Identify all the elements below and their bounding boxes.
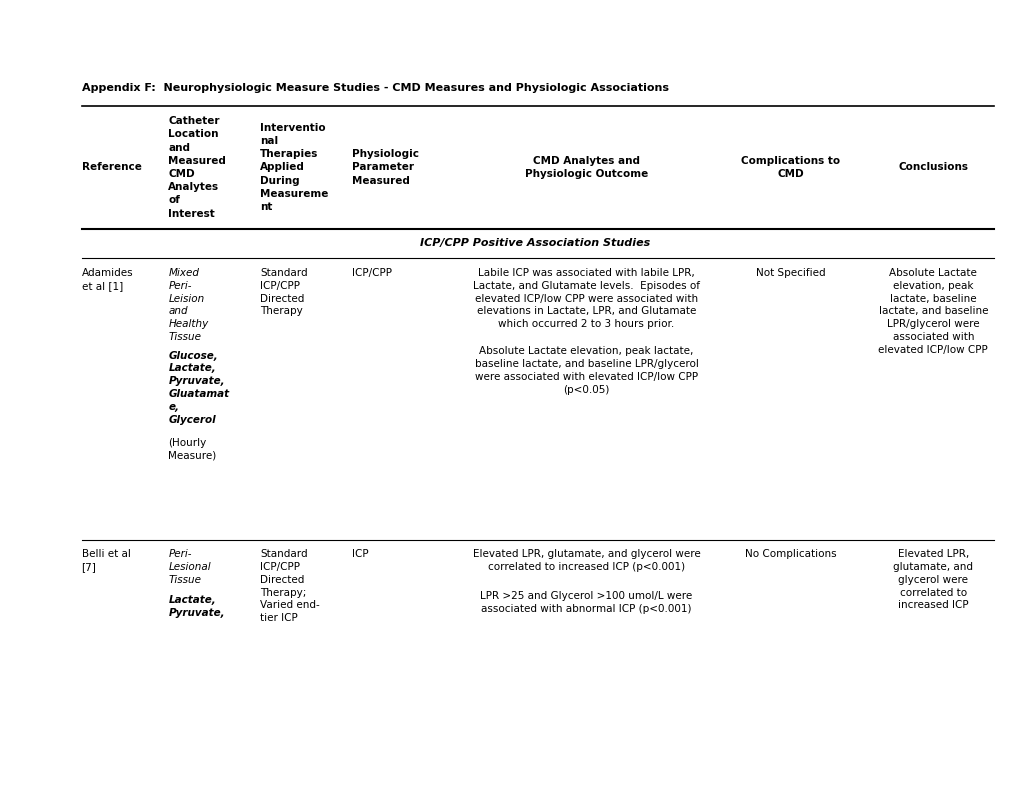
Text: CMD Analytes and
Physiologic Outcome: CMD Analytes and Physiologic Outcome [525, 156, 647, 179]
Text: Standard
ICP/CPP
Directed
Therapy: Standard ICP/CPP Directed Therapy [260, 268, 308, 316]
Text: ICP/CPP Positive Association Studies: ICP/CPP Positive Association Studies [420, 239, 650, 248]
Text: ICP/CPP: ICP/CPP [352, 268, 391, 278]
Text: Absolute Lactate
elevation, peak
lactate, baseline
lactate, and baseline
LPR/gly: Absolute Lactate elevation, peak lactate… [877, 268, 987, 355]
Text: Complications to
CMD: Complications to CMD [740, 156, 840, 179]
Text: Conclusions: Conclusions [898, 162, 967, 173]
Text: ICP: ICP [352, 549, 368, 559]
Text: Elevated LPR,
glutamate, and
glycerol were
correlated to
increased ICP: Elevated LPR, glutamate, and glycerol we… [893, 549, 972, 611]
Text: LPR >25 and Glycerol >100 umol/L were
associated with abnormal ICP (p<0.001): LPR >25 and Glycerol >100 umol/L were as… [480, 591, 692, 614]
Text: Elevated LPR, glutamate, and glycerol were
correlated to increased ICP (p<0.001): Elevated LPR, glutamate, and glycerol we… [472, 549, 700, 572]
Text: Appendix F:  Neurophysiologic Measure Studies - CMD Measures and Physiologic Ass: Appendix F: Neurophysiologic Measure Stu… [82, 83, 667, 93]
Text: Absolute Lactate elevation, peak lactate,
baseline lactate, and baseline LPR/gly: Absolute Lactate elevation, peak lactate… [474, 347, 698, 395]
Text: Reference: Reference [82, 162, 142, 173]
Text: Peri-
Lesional
Tissue: Peri- Lesional Tissue [168, 549, 211, 585]
Text: No Complications: No Complications [744, 549, 836, 559]
Text: Labile ICP was associated with labile LPR,
Lactate, and Glutamate levels.  Episo: Labile ICP was associated with labile LP… [473, 268, 699, 329]
Text: Adamides
et al [1]: Adamides et al [1] [82, 268, 133, 291]
Text: Lactate,
Pyruvate,: Lactate, Pyruvate, [168, 596, 225, 618]
Text: (Hourly
Measure): (Hourly Measure) [168, 438, 216, 461]
Text: Not Specified: Not Specified [755, 268, 824, 278]
Text: Standard
ICP/CPP
Directed
Therapy;
Varied end-
tier ICP: Standard ICP/CPP Directed Therapy; Varie… [260, 549, 320, 623]
Text: Belli et al
[7]: Belli et al [7] [82, 549, 130, 572]
Text: Catheter
Location
and
Measured
CMD
Analytes
of
Interest: Catheter Location and Measured CMD Analy… [168, 117, 226, 218]
Text: Physiologic
Parameter
Measured: Physiologic Parameter Measured [352, 149, 419, 186]
Text: Interventio
nal
Therapies
Applied
During
Measureme
nt: Interventio nal Therapies Applied During… [260, 123, 328, 212]
Text: Glucose,
Lactate,
Pyruvate,
Gluatamat
e,
Glycerol: Glucose, Lactate, Pyruvate, Gluatamat e,… [168, 351, 229, 425]
Text: Mixed
Peri-
Leision
and
Healthy
Tissue: Mixed Peri- Leision and Healthy Tissue [168, 268, 208, 342]
